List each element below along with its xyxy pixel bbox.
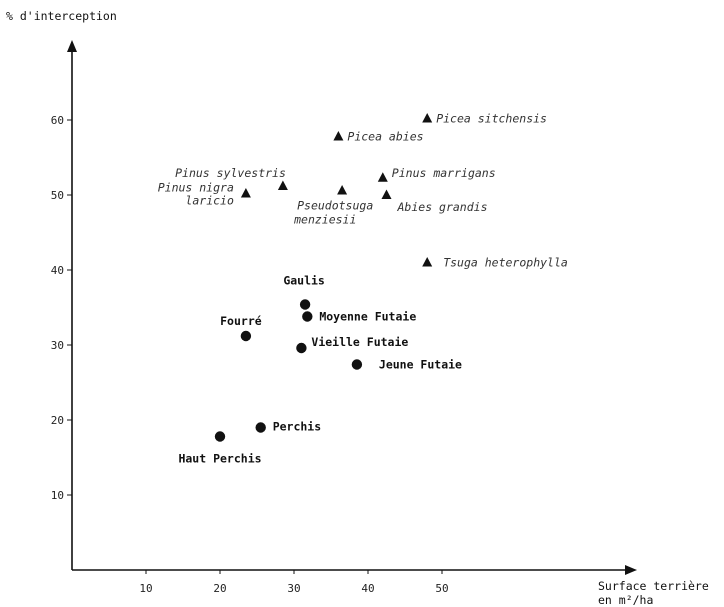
y-tick-label: 20 <box>51 414 64 427</box>
y-tick-label: 40 <box>51 264 64 277</box>
data-point-triangle <box>377 172 388 182</box>
y-axis-label: % d'interception <box>6 9 117 23</box>
point-label: Picea sitchensis <box>436 112 547 126</box>
point-label: menziesii <box>293 213 356 227</box>
y-tick-label: 10 <box>51 489 64 502</box>
x-tick-label: 30 <box>287 582 300 595</box>
point-label: Vieille Futaie <box>311 335 408 349</box>
x-tick-label: 40 <box>361 582 374 595</box>
point-label: Perchis <box>273 420 321 434</box>
point-label: Pinus sylvestris <box>175 166 286 180</box>
data-point-circle <box>351 359 363 370</box>
x-axis-label-line2: en m²/ha <box>598 593 653 607</box>
point-label: Pinus marrigans <box>392 166 496 180</box>
data-point-triangle <box>333 131 344 141</box>
y-tick-label: 30 <box>51 339 64 352</box>
point-labels: Picea sitchensis Picea abies Pinus sylvest… <box>158 112 568 466</box>
point-label: Fourré <box>220 314 262 328</box>
data-point-circle <box>214 431 226 442</box>
y-axis-arrowhead <box>67 40 77 52</box>
point-label: Abies grandis <box>397 200 488 214</box>
data-point-triangle <box>422 113 433 123</box>
data-point-circle <box>240 330 252 342</box>
data-point-triangle <box>240 188 251 198</box>
y-tick-label: 50 <box>51 189 64 202</box>
point-label: Jeune Futaie <box>379 358 462 372</box>
data-point-triangle <box>277 180 288 190</box>
x-tick-label: 50 <box>435 582 448 595</box>
data-point-triangle <box>337 185 348 195</box>
point-label: Gaulis <box>283 274 325 288</box>
data-point-triangle <box>422 257 433 267</box>
data-point-circle <box>296 342 307 354</box>
data-point-triangle <box>381 189 392 199</box>
x-tick-label: 20 <box>213 582 226 595</box>
x-tick-label: 10 <box>139 582 152 595</box>
axis-ticks: 10 20 30 40 50 10 20 30 40 50 60 <box>51 114 449 595</box>
point-label: Haut Perchis <box>178 452 261 466</box>
x-axis-label-line1: Surface terrière <box>598 579 709 593</box>
data-point-circle <box>302 311 313 322</box>
point-label: laricio <box>185 194 234 208</box>
data-point-circle <box>299 299 311 310</box>
y-tick-label: 60 <box>51 114 64 127</box>
data-point-circle <box>255 422 266 433</box>
point-label: Tsuga heterophylla <box>443 256 568 270</box>
point-label: Pseudotsuga <box>297 199 373 213</box>
data-marks <box>214 113 433 442</box>
point-label: Pinus nigra <box>158 181 234 195</box>
point-label: Picea abies <box>347 130 423 144</box>
x-axis-arrowhead <box>625 565 637 575</box>
point-label: Moyenne Futaie <box>319 310 416 324</box>
